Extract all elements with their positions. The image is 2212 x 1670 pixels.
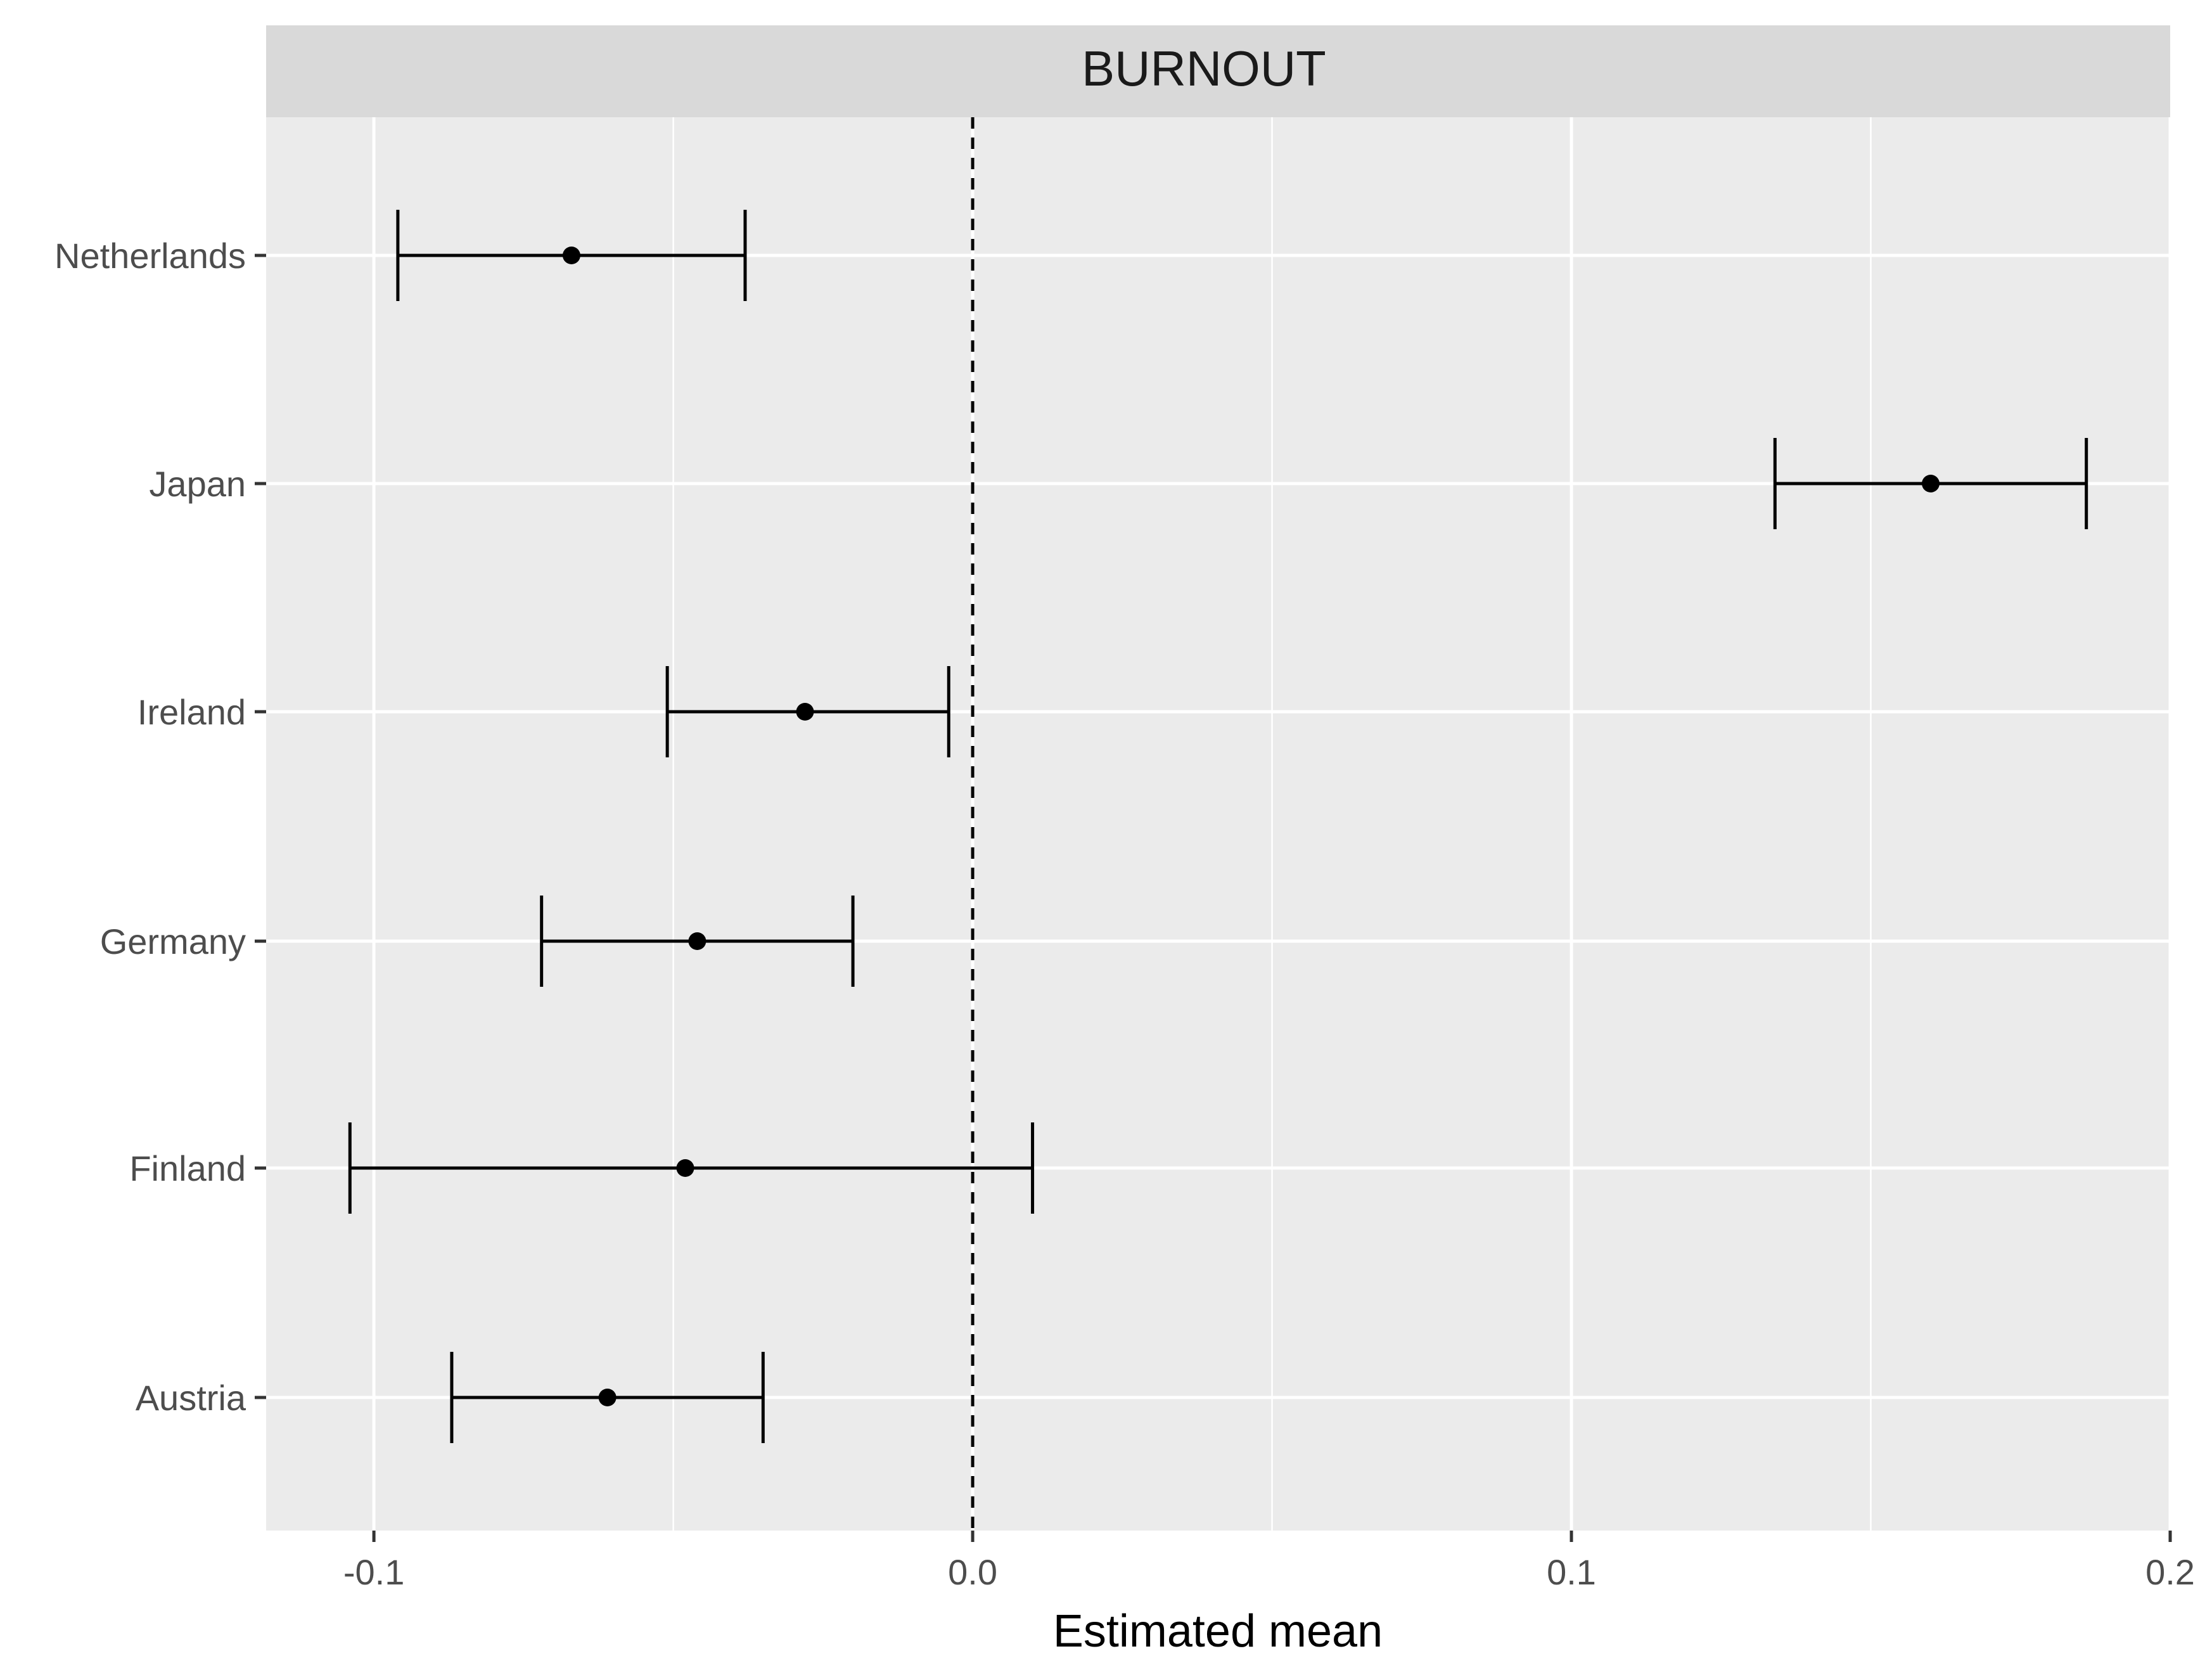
x-axis: -0.1 0.0 0.1 0.2 <box>343 1531 2195 1592</box>
estimate-point <box>688 932 706 950</box>
y-tick-label: Japan <box>149 464 246 504</box>
y-tick-label: Netherlands <box>54 236 246 276</box>
facet-title: BURNOUT <box>1082 41 1326 96</box>
x-axis-title: Estimated mean <box>1053 1606 1383 1657</box>
y-tick-label: Germany <box>100 922 246 961</box>
x-tick-label: 0.2 <box>2145 1552 2195 1592</box>
estimate-point <box>676 1159 694 1177</box>
estimate-point <box>562 247 580 264</box>
y-tick-label: Austria <box>136 1378 246 1418</box>
estimate-point <box>796 703 814 721</box>
panel-background <box>266 117 2170 1531</box>
estimate-points <box>562 247 1940 1406</box>
y-tick-label: Ireland <box>137 692 246 732</box>
vertical-gridlines <box>372 117 2172 1531</box>
y-tick-label: Finland <box>129 1148 246 1188</box>
x-tick-label: 0.0 <box>948 1552 997 1592</box>
estimate-point <box>598 1389 617 1406</box>
x-tick-label: 0.1 <box>1547 1552 1596 1592</box>
x-tick-label: -0.1 <box>343 1552 405 1592</box>
y-axis: Netherlands Japan Ireland Germany Finland Aus… <box>54 236 266 1418</box>
strip-background <box>266 25 2170 117</box>
estimate-point <box>1922 475 1940 492</box>
